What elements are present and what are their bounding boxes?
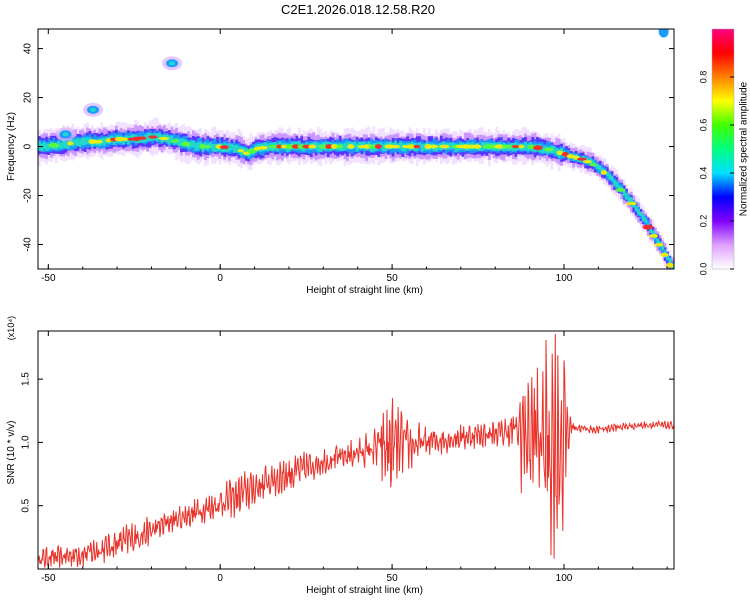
spectrogram-blob-2 — [162, 56, 183, 71]
bottom-x-ticks: -50 0 50 100 — [41, 331, 668, 584]
corner-feature — [658, 29, 669, 38]
bottom-y-tick-label: 1.5 — [21, 372, 32, 386]
top-x-ticks: -50 0 50 100 — [41, 29, 668, 284]
colorbar — [712, 29, 734, 269]
bottom-x-tick-label: 50 — [387, 573, 399, 584]
spectrogram-blob-0 — [83, 102, 104, 117]
bottom-x-axis-label: Height of straight line (km) — [306, 585, 423, 596]
snr-plot-area — [38, 333, 674, 568]
top-y-tick-label: -20 — [23, 188, 34, 203]
top-y-ticks: -40 -20 0 20 40 — [23, 43, 674, 252]
bottom-y-tick-label: 0.5 — [21, 498, 32, 512]
colorbar-label: Normalized spectral amplitude — [739, 81, 750, 216]
top-x-tick-label: 100 — [556, 273, 573, 284]
top-y-tick-label: 20 — [23, 92, 34, 104]
colorbar-frame — [711, 28, 735, 270]
bottom-y-tick-label: 1.0 — [21, 435, 32, 449]
top-y-tick-label: -40 — [23, 237, 34, 252]
colorbar-ticks: 0.0 0.2 0.4 0.6 0.8 — [698, 71, 734, 276]
top-x-tick-label: 0 — [217, 273, 223, 284]
colorbar-tick-label: 0.0 — [698, 263, 708, 276]
spectrogram-blob-1 — [55, 127, 76, 142]
ridge-peaks — [48, 135, 674, 268]
colorbar-tick-label: 0.4 — [698, 167, 708, 180]
top-x-tick-label: -50 — [41, 273, 56, 284]
bottom-x-tick-label: 0 — [217, 573, 223, 584]
bottom-y-axis-label: SNR (10 * v/v) — [6, 421, 17, 485]
snr-series-line — [38, 333, 674, 568]
top-y-axis-label: Frequency (Hz) — [6, 112, 17, 181]
spectrogram-ridge — [38, 29, 674, 269]
colorbar-tick-label: 0.8 — [698, 71, 708, 84]
colorbar-tick-label: 0.2 — [698, 215, 708, 228]
colorbar-tick-label: 0.6 — [698, 119, 708, 132]
bottom-x-tick-label: 100 — [556, 573, 573, 584]
bottom-y-ticks: 0.5 1.0 1.5 — [21, 372, 674, 513]
top-y-tick-label: 40 — [23, 43, 34, 55]
bottom-plot-frame — [37, 330, 675, 570]
bottom-y-scale-label: (x10⁴) — [6, 316, 16, 340]
top-x-tick-label: 50 — [387, 273, 399, 284]
top-y-tick-label: 0 — [23, 143, 34, 149]
top-x-axis-label: Height of straight line (km) — [306, 285, 423, 296]
top-plot-frame — [37, 28, 675, 270]
bottom-x-tick-label: -50 — [41, 573, 56, 584]
figure-title: C2E1.2026.018.12.58.R20 — [281, 2, 435, 17]
